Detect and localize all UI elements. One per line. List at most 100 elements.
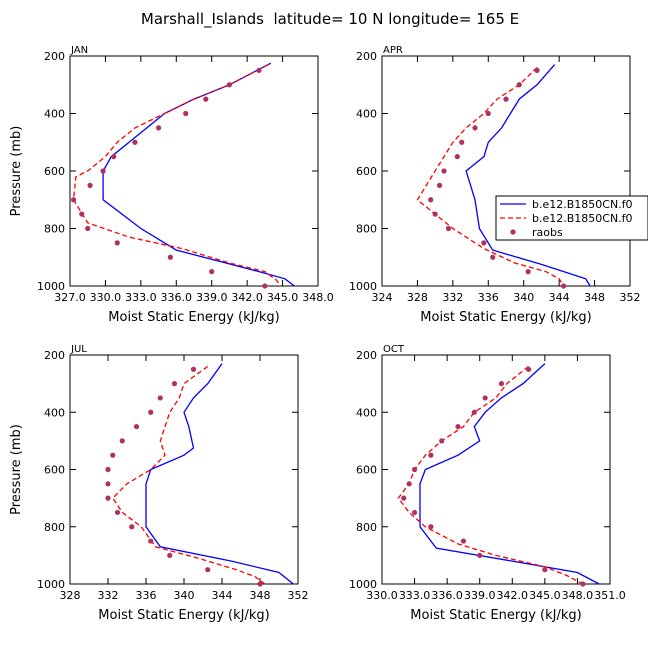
raobs-point — [471, 409, 477, 415]
y-tick-label: 600 — [44, 165, 65, 178]
legend-label: raobs — [532, 226, 563, 239]
raobs-point — [105, 466, 111, 473]
y-tick-label: 400 — [44, 108, 65, 121]
raobs-point — [203, 96, 209, 102]
x-tick-label: 342.0 — [497, 589, 529, 602]
raobs-point — [441, 168, 447, 174]
plot-frame — [69, 354, 299, 585]
raobs-point — [105, 481, 111, 487]
raobs-point — [262, 283, 268, 289]
x-tick-label: 348.0 — [562, 589, 594, 602]
raobs-point — [560, 283, 567, 289]
series-line-1 — [419, 363, 600, 585]
legend-marker-dot — [510, 229, 516, 235]
raobs-point — [87, 182, 93, 188]
raobs-point — [183, 110, 189, 117]
x-tick-label: 333.0 — [125, 291, 157, 304]
x-tick-label: 345.0 — [529, 589, 561, 602]
raobs-point — [105, 495, 111, 501]
raobs-point — [481, 240, 487, 246]
figure-title: Marshall_Islands latitude= 10 N longitud… — [141, 10, 519, 29]
raobs-point — [256, 67, 262, 73]
raobs-point — [114, 240, 120, 246]
series-line-1 — [465, 64, 591, 287]
raobs-point — [498, 381, 505, 387]
raobs-point — [70, 197, 77, 203]
raobs-point — [534, 67, 540, 73]
series-line-1 — [145, 363, 294, 585]
raobs-point — [525, 269, 531, 275]
raobs-point — [542, 567, 548, 573]
raobs-point — [428, 197, 434, 203]
x-tick-label: 352 — [620, 291, 641, 304]
panel-label: JUL — [70, 344, 87, 355]
raobs-point — [110, 452, 116, 458]
y-tick-label: 1000 — [349, 280, 377, 293]
plot-frame — [69, 55, 319, 287]
raobs-point — [436, 182, 443, 188]
y-tick-label: 800 — [356, 223, 377, 236]
raobs-point — [132, 139, 138, 145]
y-tick-label: 1000 — [37, 280, 65, 293]
raobs-point — [167, 254, 173, 260]
x-tick-label: 327.0 — [54, 291, 86, 304]
y-tick-label: 800 — [44, 521, 65, 534]
x-tick-label: 328 — [60, 589, 81, 602]
x-tick-label: 344 — [212, 589, 233, 602]
y-tick-label: 200 — [44, 349, 65, 362]
raobs-point — [477, 552, 483, 558]
x-tick-label: 336 — [136, 589, 157, 602]
raobs-point — [401, 495, 407, 501]
raobs-point — [482, 395, 488, 401]
raobs-point — [119, 438, 125, 444]
raobs-point — [411, 509, 418, 516]
y-tick-label: 200 — [44, 50, 65, 63]
raobs-point — [516, 82, 522, 88]
raobs-point — [459, 139, 465, 145]
raobs-point — [454, 154, 460, 160]
x-tick-label: 340 — [513, 291, 534, 304]
y-tick-label: 600 — [356, 165, 377, 178]
series-line-2 — [397, 365, 584, 585]
x-tick-label: 336 — [478, 291, 499, 304]
legend-label: b.e12.B1850CN.f0 — [532, 212, 633, 225]
y-tick-label: 200 — [356, 349, 377, 362]
y-axis-title: Pressure (mb) — [9, 424, 24, 515]
raobs-point — [257, 581, 263, 587]
x-tick-label: 328 — [407, 291, 428, 304]
panel-label: OCT — [383, 344, 405, 355]
x-axis-title: Moist Static Energy (kJ/kg) — [420, 310, 591, 325]
x-tick-label: 348 — [250, 589, 271, 602]
x-tick-label: 330.0 — [90, 291, 122, 304]
series-line-2 — [111, 365, 266, 585]
raobs-point — [485, 110, 491, 117]
raobs-point — [167, 552, 173, 558]
y-tick-label: 600 — [356, 464, 377, 477]
raobs-point — [190, 366, 197, 372]
raobs-point — [428, 452, 434, 458]
raobs-point — [439, 438, 445, 444]
panel-label: APR — [383, 45, 403, 56]
y-tick-label: 1000 — [37, 578, 65, 591]
raobs-point — [432, 211, 438, 217]
x-tick-label: 332 — [442, 291, 463, 304]
series-line-2 — [72, 64, 281, 287]
raobs-point — [171, 381, 178, 387]
raobs-point — [129, 524, 135, 530]
x-tick-label: 348.0 — [302, 291, 334, 304]
raobs-point — [209, 269, 215, 275]
raobs-point — [226, 82, 233, 88]
x-tick-label: 348 — [584, 291, 605, 304]
x-tick-label: 342.0 — [231, 291, 263, 304]
x-tick-label: 336.0 — [161, 291, 193, 304]
x-tick-label: 336.0 — [431, 589, 463, 602]
panel-apr: APR 324 328 332 336 340 344 348 352 200 400 600 800 1… — [349, 45, 641, 325]
raobs-point — [79, 211, 85, 217]
plot-frame — [381, 55, 631, 287]
x-tick-label: 332 — [98, 589, 119, 602]
raobs-point — [428, 524, 434, 530]
raobs-point — [411, 466, 418, 473]
